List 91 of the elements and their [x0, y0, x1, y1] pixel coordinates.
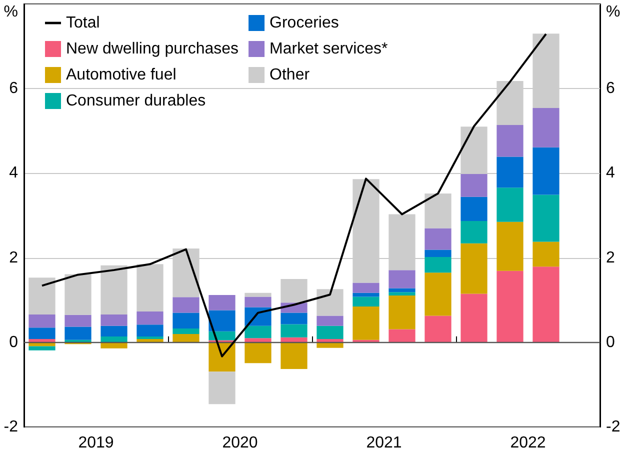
bar — [388, 295, 416, 330]
bar — [100, 326, 128, 336]
bar — [172, 328, 200, 334]
bar — [28, 278, 56, 314]
bar — [460, 196, 488, 221]
y-tick-label: 4 — [9, 164, 18, 182]
bar — [316, 326, 344, 340]
bar — [100, 314, 128, 326]
bar — [136, 264, 164, 312]
legend-label: Other — [270, 66, 310, 84]
bar — [64, 274, 92, 315]
bar — [172, 334, 200, 342]
bar — [208, 295, 236, 310]
bar — [280, 324, 308, 338]
bar — [388, 288, 416, 292]
bar — [388, 270, 416, 288]
bar — [496, 124, 524, 157]
bar — [352, 306, 380, 340]
legend-label: Automotive fuel — [66, 66, 176, 84]
bar — [496, 188, 524, 222]
bar — [28, 346, 56, 350]
bar — [280, 312, 308, 324]
bar — [64, 326, 92, 340]
y2-tick-label: 4 — [606, 164, 615, 182]
bar — [172, 297, 200, 313]
bar — [136, 312, 164, 325]
bar — [460, 174, 488, 197]
bar — [208, 372, 236, 404]
bar — [424, 228, 452, 250]
bar — [280, 337, 308, 342]
bar — [316, 342, 344, 348]
y-tick-label: 0 — [9, 334, 18, 351]
bar — [424, 250, 452, 257]
bar — [244, 342, 272, 364]
bar — [244, 326, 272, 338]
bar — [532, 108, 560, 148]
bar — [424, 316, 452, 342]
legend-label: Groceries — [270, 14, 339, 32]
bar — [280, 278, 308, 303]
bar — [496, 156, 524, 188]
legend-label: Total — [66, 14, 100, 32]
bar — [532, 242, 560, 267]
bar — [64, 314, 92, 327]
bar — [280, 342, 308, 370]
bar — [352, 292, 380, 297]
x-tick-label: 2019 — [78, 434, 114, 452]
legend-label: Consumer durables — [66, 92, 206, 110]
bar — [532, 147, 560, 195]
legend-label: Market services* — [270, 40, 388, 58]
bar — [316, 289, 344, 316]
bar — [208, 331, 236, 340]
bar — [352, 296, 380, 306]
bar — [100, 342, 128, 348]
x-tick-label: 2022 — [510, 434, 546, 452]
bar — [244, 292, 272, 297]
y2-tick-label: -2 — [606, 418, 620, 436]
bar — [388, 329, 416, 342]
y-axis-title: % — [4, 4, 18, 20]
y2-tick-label: 6 — [606, 80, 615, 98]
y-tick-label: 2 — [9, 249, 18, 266]
bar — [136, 324, 164, 336]
bar — [28, 328, 56, 340]
bar — [244, 296, 272, 308]
bar — [532, 266, 560, 342]
line-series — [41, 33, 547, 358]
bar — [496, 270, 524, 342]
bar — [496, 222, 524, 271]
bar — [532, 194, 560, 242]
bar — [172, 312, 200, 328]
bar — [136, 336, 164, 340]
bar — [100, 265, 128, 314]
bar — [460, 221, 488, 244]
bar — [208, 310, 236, 332]
x-tick-label: 2020 — [222, 434, 258, 452]
bar — [424, 256, 452, 273]
y2-axis-title: % — [606, 4, 620, 20]
x-tick-label: 2021 — [366, 434, 402, 452]
legend-label: New dwelling purchases — [66, 40, 239, 58]
y2-tick-label: 0 — [606, 334, 615, 351]
bar — [352, 282, 380, 293]
bar — [316, 316, 344, 326]
bar — [460, 294, 488, 342]
y-tick-label: -2 — [4, 418, 18, 436]
bar — [460, 243, 488, 294]
y-tick-label: 6 — [9, 80, 18, 98]
bar — [28, 314, 56, 328]
bar — [424, 272, 452, 316]
bar — [388, 292, 416, 296]
y2-tick-label: 2 — [606, 249, 615, 266]
bar — [424, 194, 452, 228]
bar — [100, 336, 128, 342]
